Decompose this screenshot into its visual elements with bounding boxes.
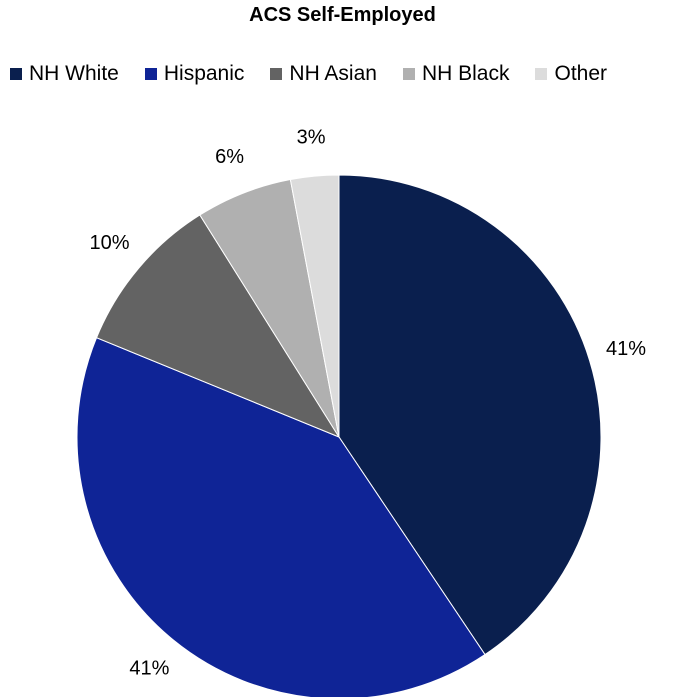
legend-swatch-nh-white — [10, 68, 22, 80]
legend-label-hispanic: Hispanic — [163, 62, 245, 85]
legend-item-hispanic: Hispanic — [144, 62, 245, 86]
data-label-hispanic: 41% — [129, 658, 169, 680]
data-label-nh-white: 41% — [606, 338, 646, 360]
legend-label-nh-white: NH White — [29, 62, 119, 85]
legend: NH White Hispanic NH Asian NH Black Othe… — [10, 62, 680, 86]
data-label-other: 3% — [297, 127, 326, 149]
data-label-nh-black: 6% — [215, 146, 244, 168]
pie-slice-other — [289, 174, 340, 438]
data-label-nh-asian: 10% — [90, 232, 130, 254]
legend-item-nh-asian: NH Asian — [270, 62, 377, 86]
pie-data-labels: 41% 41% 10% 6% 3% — [90, 127, 647, 680]
legend-item-other: Other — [535, 62, 607, 86]
pie-slice-nh-white — [338, 174, 602, 656]
legend-label-nh-black: NH Black — [421, 62, 510, 85]
legend-item-nh-black: NH Black — [402, 62, 510, 86]
legend-swatch-nh-asian — [270, 68, 283, 80]
legend-swatch-other — [535, 68, 548, 80]
legend-item-nh-white: NH White — [10, 62, 119, 86]
legend-swatch-hispanic — [144, 68, 157, 80]
pie-slices — [76, 174, 602, 697]
pie-slice-hispanic — [76, 337, 486, 697]
chart-title: ACS Self-Employed — [249, 4, 436, 26]
legend-swatch-nh-black — [402, 68, 415, 80]
legend-label-nh-asian: NH Asian — [289, 62, 377, 85]
pie-slice-nh-asian — [95, 214, 341, 439]
legend-label-other: Other — [554, 62, 608, 85]
